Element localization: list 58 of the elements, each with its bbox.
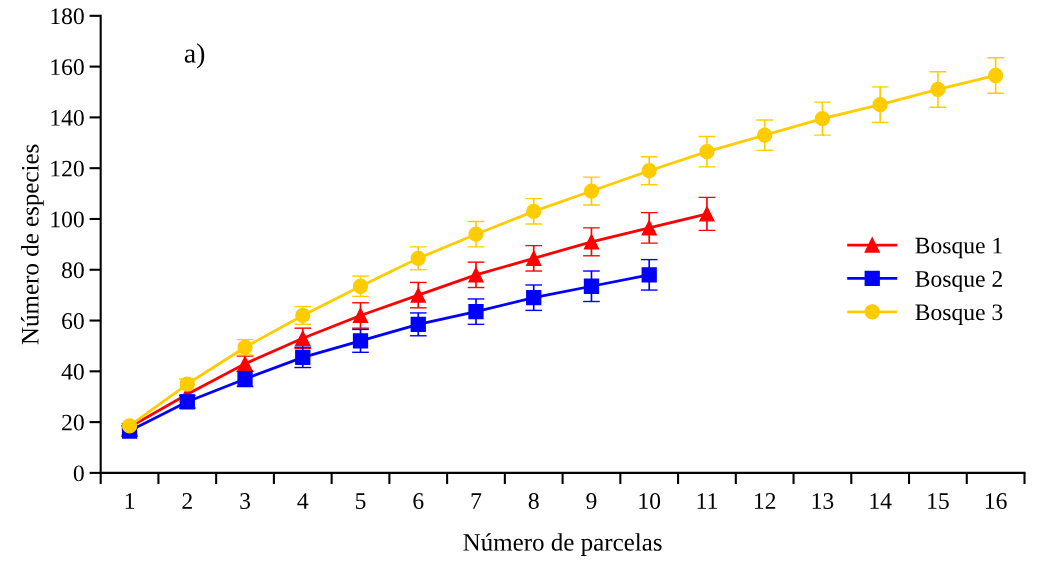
point — [352, 307, 369, 324]
y-tick-label: 140 — [51, 109, 84, 126]
x-tick-label: 11 — [697, 493, 717, 509]
point — [526, 290, 542, 306]
point — [468, 267, 484, 283]
y-tick-label: 100 — [51, 211, 84, 228]
legend-label: Bosque 1 — [915, 237, 1002, 259]
legend-label: Bosque 2 — [915, 271, 1002, 292]
y-tick-label: 0 — [73, 465, 84, 482]
x-tick-label: 6 — [413, 493, 424, 509]
y-tick-label: 80 — [62, 262, 84, 279]
point — [757, 127, 773, 143]
y-tick-label: 180 — [51, 8, 84, 25]
point — [872, 97, 888, 113]
point — [583, 278, 600, 294]
point — [699, 206, 715, 222]
x-tick-label: 15 — [928, 493, 949, 509]
x-tick-label: 8 — [528, 493, 539, 509]
point — [583, 234, 600, 250]
x-tick-label: 2 — [182, 493, 192, 509]
point — [641, 163, 657, 179]
y-tick-label: 120 — [51, 160, 84, 177]
point — [410, 287, 426, 303]
point — [987, 67, 1004, 84]
point — [468, 304, 484, 320]
point — [641, 220, 657, 236]
x-tick-label: 14 — [870, 493, 892, 509]
point — [526, 250, 542, 266]
x-axis-title: Número de parcelas — [463, 533, 662, 556]
point — [410, 250, 426, 266]
point — [410, 316, 426, 332]
legend-label: Bosque 3 — [915, 304, 1003, 326]
x-tick-label: 9 — [586, 493, 597, 509]
x-tick-label: 1 — [125, 493, 135, 509]
point — [295, 330, 311, 346]
point — [641, 267, 657, 283]
x-tick-label: 7 — [471, 493, 482, 509]
x-tick-label: 5 — [355, 493, 366, 509]
x-tick-label: 16 — [985, 493, 1007, 509]
x-tick-label: 3 — [240, 493, 251, 509]
point — [352, 278, 369, 294]
x-tick-label: 4 — [297, 493, 309, 509]
point — [526, 203, 542, 219]
y-tick-label: 40 — [61, 363, 84, 380]
y-tick-label: 20 — [62, 414, 84, 431]
x-tick-label: 13 — [812, 493, 834, 509]
y-tick-label: 60 — [62, 313, 84, 329]
point — [468, 226, 484, 242]
point — [583, 183, 600, 199]
point — [814, 111, 831, 127]
annotation: a) — [184, 43, 205, 69]
point — [699, 144, 715, 160]
x-tick-label: 10 — [639, 493, 661, 509]
y-axis-title: Número de especies — [21, 144, 44, 345]
x-tick-label: 12 — [754, 493, 776, 509]
point — [352, 333, 369, 349]
point — [930, 81, 946, 98]
y-tick-label: 160 — [51, 59, 84, 76]
